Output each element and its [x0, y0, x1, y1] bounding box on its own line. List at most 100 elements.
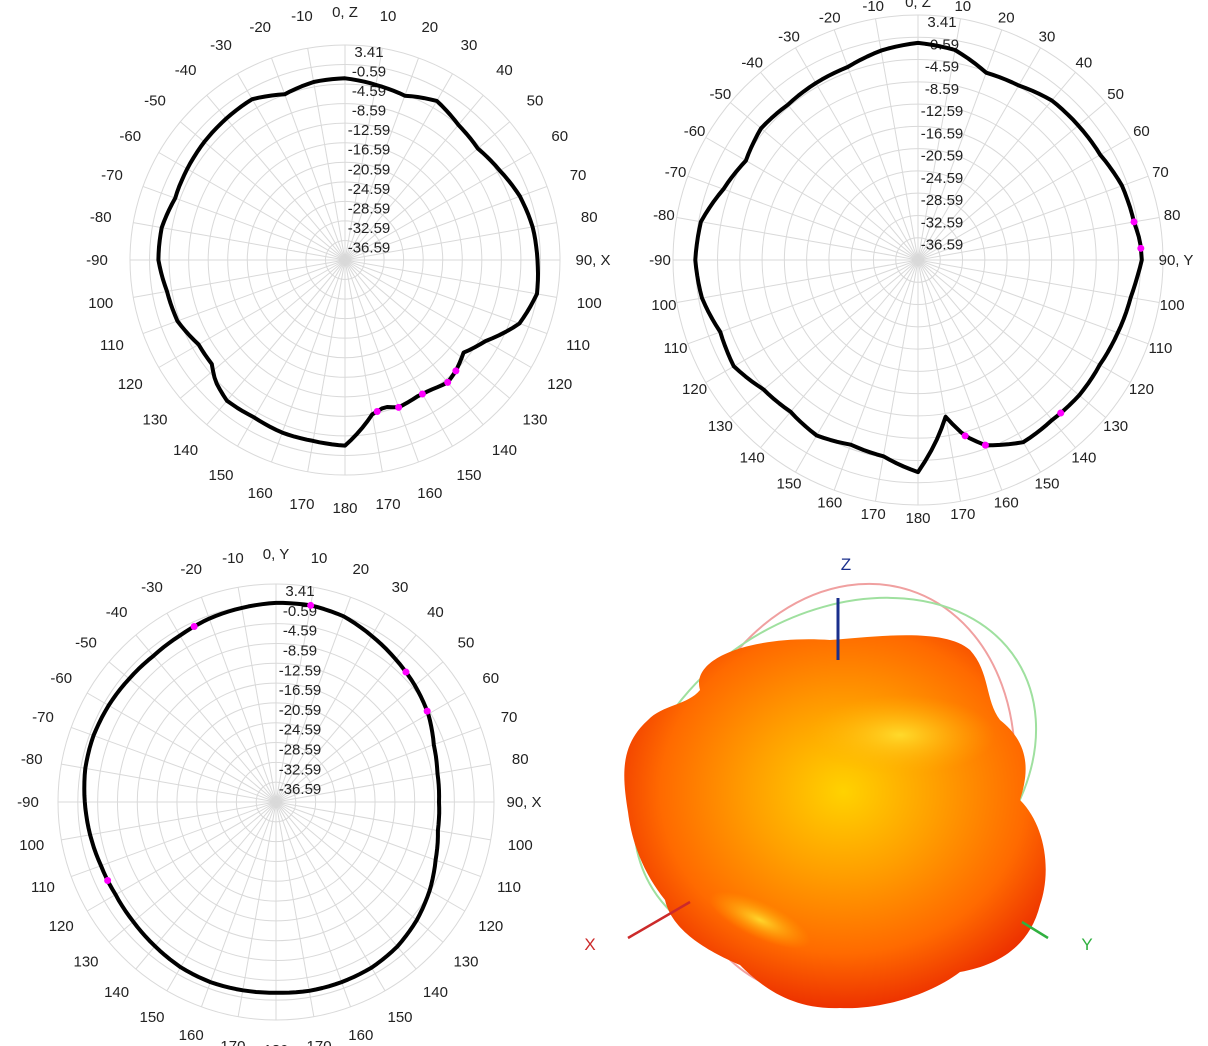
angle-tick-label: -70: [32, 709, 54, 726]
trace-marker[interactable]: [373, 407, 381, 415]
polar-plot-xy-plane: 0, Y 10 20 30 40 50 60 70 80 90, X 100 110 120 130 140…: [17, 546, 541, 1046]
radial-tick-label: -28.59: [348, 200, 391, 217]
trace-marker[interactable]: [444, 378, 452, 386]
grid-spoke: [917, 29, 1003, 261]
angle-tick-label: 40: [1075, 54, 1092, 71]
radial-tick-label: -36.59: [348, 239, 391, 256]
grid-spoke: [237, 587, 277, 803]
angle-tick-label: 130: [143, 411, 168, 428]
grid-spoke: [917, 137, 1131, 261]
radial-tick-label: -4.59: [925, 59, 959, 76]
z-axis-label: Z: [841, 555, 851, 574]
pattern-trace: [693, 40, 1144, 475]
radial-tick-label: -20.59: [921, 148, 964, 165]
angle-tick-label: 20: [352, 561, 369, 578]
grid-spoke: [158, 259, 346, 368]
grid-spoke: [687, 175, 919, 261]
angle-tick-label: -30: [210, 37, 232, 54]
angle-tick-label: -60: [50, 670, 72, 687]
grid-spoke: [344, 222, 557, 261]
trace-marker[interactable]: [981, 441, 989, 449]
radial-tick-label: 3.41: [354, 44, 383, 61]
angle-tick-label: -20: [249, 19, 271, 36]
grid-spoke: [275, 726, 482, 803]
grid-spoke: [275, 763, 491, 803]
trace-marker[interactable]: [190, 622, 198, 630]
angle-tick-label: 110: [1148, 340, 1172, 357]
trace-marker[interactable]: [418, 390, 426, 398]
angle-tick-label: 160: [348, 1027, 373, 1044]
angle-tick-label: -50: [144, 93, 166, 110]
angle-tick-label: 110: [664, 340, 688, 357]
polar-plot-xz-plane: 0, Z 10 20 30 40 50 60 70 80 90, X 100 110 120 130 140…: [86, 4, 610, 517]
grid-spoke: [917, 102, 1107, 261]
grid-spoke: [135, 801, 277, 970]
angle-tick-label: 20: [998, 10, 1015, 27]
trace-marker[interactable]: [1137, 244, 1145, 252]
angle-tick-label: 130: [74, 953, 99, 970]
angle-tick-label: 120: [1129, 381, 1154, 398]
grid-spoke: [917, 259, 1149, 345]
angle-tick-label: 120: [118, 376, 143, 393]
grid-spoke: [61, 763, 277, 803]
angle-tick-label: -20: [180, 561, 202, 578]
grid-spoke: [275, 587, 315, 803]
angle-tick-label: 100: [651, 297, 676, 314]
grid-spoke: [275, 801, 315, 1017]
angle-tick-label: 60: [1133, 123, 1150, 140]
angle-tick-label: 80: [1164, 207, 1181, 224]
pattern-trace: [156, 76, 540, 448]
grid-spoke: [833, 259, 919, 491]
angle-tick-label: 50: [1107, 86, 1124, 103]
grid-spoke: [270, 57, 346, 261]
grid-spoke: [200, 801, 277, 1008]
grid-spoke: [676, 259, 919, 304]
grid-spoke: [344, 259, 511, 399]
grid-spoke: [344, 94, 484, 261]
trace-marker[interactable]: [423, 707, 431, 715]
radial-tick-label: -8.59: [283, 642, 317, 659]
grid-spoke: [275, 801, 417, 970]
radial-tick-label: -32.59: [279, 761, 322, 778]
angle-tick-label: 150: [387, 1009, 412, 1026]
angle-tick-label: 0, Z: [905, 0, 931, 11]
trace-marker[interactable]: [402, 668, 410, 676]
trace-marker[interactable]: [307, 601, 315, 609]
grid-spoke: [133, 222, 346, 261]
angle-tick-label: 100: [508, 837, 533, 854]
angle-tick-label: 20: [421, 19, 438, 36]
grid-spoke: [237, 259, 346, 447]
angle-tick-label: 140: [1071, 450, 1096, 467]
grid-spoke: [275, 612, 386, 803]
grid-spoke: [206, 259, 346, 426]
angle-tick-label: 0, Y: [263, 546, 289, 563]
trace-marker[interactable]: [961, 432, 969, 440]
trace-marker[interactable]: [1130, 218, 1138, 226]
grid-spoke: [344, 259, 532, 368]
radial-tick-label: -32.59: [921, 214, 964, 231]
grid-spoke: [166, 801, 277, 992]
trace-marker[interactable]: [395, 403, 403, 411]
grid-spoke: [917, 259, 1003, 491]
grid-spoke: [917, 259, 1131, 383]
angle-tick-label: 110: [497, 879, 521, 896]
angle-tick-label: 130: [522, 411, 547, 428]
angle-tick-label: 120: [547, 376, 572, 393]
radial-tick-label: -36.59: [921, 237, 964, 254]
angle-tick-label: -10: [291, 8, 313, 25]
surface-highlight-left: [709, 891, 811, 949]
angle-tick-label: 130: [1103, 418, 1128, 435]
grid-spoke: [179, 121, 346, 261]
radial-tick-label: -20.59: [279, 702, 322, 719]
trace-marker[interactable]: [104, 876, 112, 884]
angle-tick-label: 110: [566, 337, 590, 354]
angle-tick-label: 160: [179, 1027, 204, 1044]
radial-tick-label: -24.59: [279, 722, 322, 739]
trace-marker[interactable]: [1057, 409, 1065, 417]
angle-tick-label: 170: [950, 506, 975, 523]
trace-marker[interactable]: [452, 367, 460, 375]
angle-tick-label: 10: [311, 550, 328, 567]
radial-tick-label: 3.41: [927, 14, 956, 31]
grid-spoke: [135, 634, 277, 803]
